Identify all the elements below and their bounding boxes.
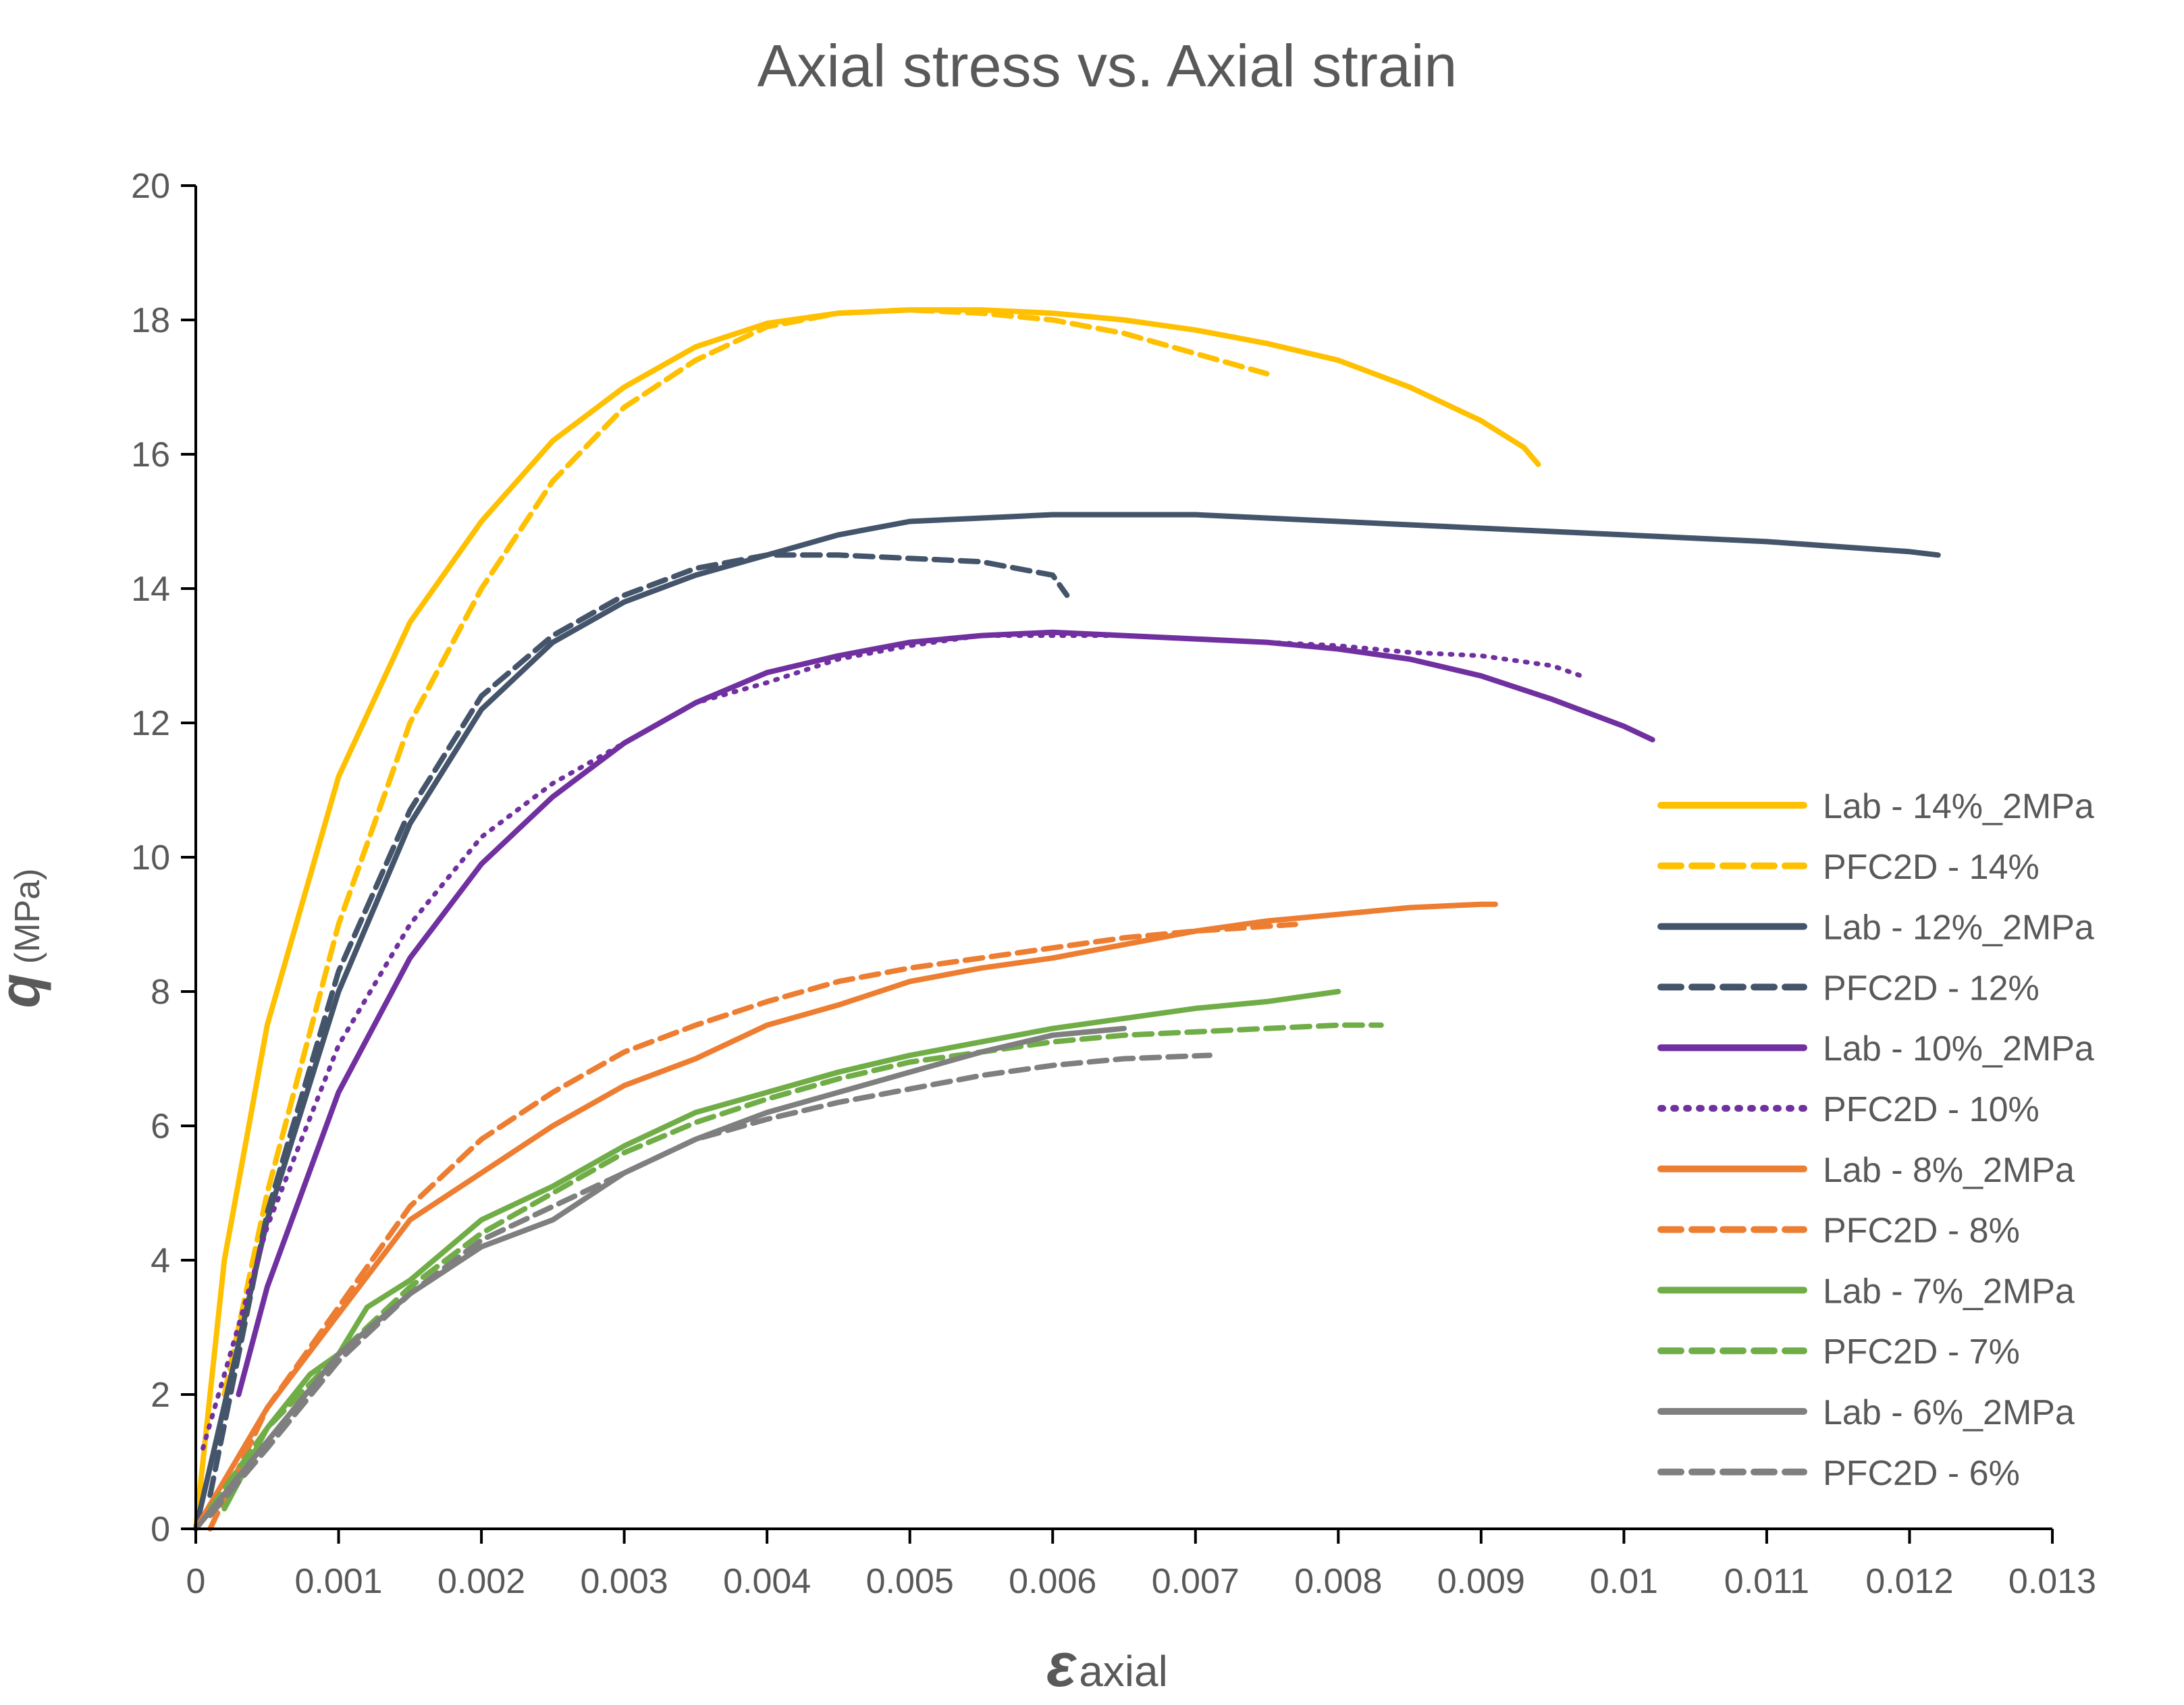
x-tick-label: 0.002 [437,1562,525,1601]
series-line-10 [207,1022,1384,1512]
x-tick-label: 0.01 [1590,1562,1658,1601]
chart-title: Axial stress vs. Axial strain [757,32,1458,99]
plot-area [193,307,1941,1532]
x-axis-symbol: ε [1046,1631,1077,1700]
y-tick-label: 6 [151,1107,170,1146]
legend-label-2: PFC2D - 14% [1823,848,2040,887]
series-line-8 [207,921,1298,1532]
y-tick-label: 12 [131,704,170,743]
y-tick-label: 18 [131,301,170,340]
legend-label-10: PFC2D - 7% [1823,1332,2020,1372]
legend-label-5: Lab - 10%_2MPa [1823,1029,2094,1068]
x-tick-label: 0.005 [866,1562,954,1601]
x-tick-label: 0.011 [1724,1562,1809,1601]
x-tick-label: 0.006 [1009,1562,1096,1601]
series-line-4 [207,552,1070,1498]
legend-label-8: PFC2D - 8% [1823,1212,2020,1251]
y-tick-label: 20 [131,167,170,206]
x-tick-label: 0.013 [2008,1562,2096,1601]
y-axis-label: q (MPa) [0,869,51,1008]
x-tick-label: 0.008 [1294,1562,1382,1601]
x-tick-label: 0.004 [723,1562,811,1601]
y-tick-label: 4 [151,1241,170,1280]
x-axis-subscript: axial [1079,1647,1168,1696]
x-tick-label: 0.007 [1152,1562,1240,1601]
x-tick-label: 0 [186,1562,206,1601]
legend-label-6: PFC2D - 10% [1823,1090,2040,1129]
x-tick-label: 0.001 [294,1562,382,1601]
y-tick-label: 8 [151,973,170,1012]
legend-label-1: Lab - 14%_2MPa [1823,787,2094,826]
legend-label-4: PFC2D - 12% [1823,969,2040,1008]
legend-label-7: Lab - 8%_2MPa [1823,1151,2075,1190]
axes: 0 2 4 6 8 10 12 14 16 18 20 0 0.001 0.002 0.003 0.004 0.… [131,167,2096,1601]
y-axis-unit: (MPa) [8,869,47,965]
series-line-3 [193,512,1941,1532]
x-tick-label: 0.012 [1865,1562,1953,1601]
series-line-2 [221,307,1270,1397]
legend-label-9: Lab - 7%_2MPa [1823,1272,2075,1311]
x-tick-label: 0.003 [581,1562,668,1601]
y-axis-symbol: q [0,973,51,1008]
y-tick-label: 0 [151,1510,170,1549]
legend-label-11: Lab - 6%_2MPa [1823,1393,2075,1432]
legend-label-3: Lab - 12%_2MPa [1823,909,2094,948]
x-axis-label: εaxial [1046,1631,1168,1700]
y-tick-label: 14 [131,570,170,609]
series-line-7 [193,901,1498,1532]
series-line-6 [201,633,1584,1451]
x-tick-label: 0.009 [1437,1562,1525,1601]
series-line-12 [207,1052,1213,1519]
legend: Lab - 14%_2MPa PFC2D - 14% Lab - 12%_2MPa P… [1657,787,2094,1493]
y-tick-label: 10 [131,838,170,877]
legend-label-12: PFC2D - 6% [1823,1454,2020,1493]
y-tick-label: 16 [131,435,170,475]
y-tick-label: 2 [151,1376,170,1415]
